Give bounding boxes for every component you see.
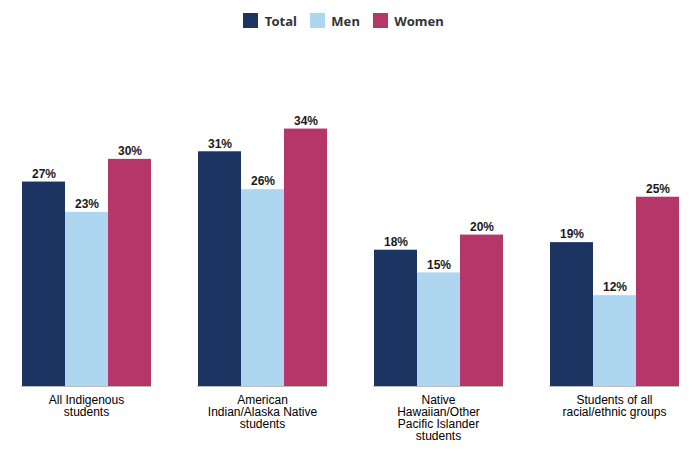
svg-text:25%: 25% xyxy=(646,182,670,196)
svg-text:15%: 15% xyxy=(427,257,451,271)
svg-text:18%: 18% xyxy=(384,235,408,249)
svg-text:31%: 31% xyxy=(208,136,232,150)
svg-text:NativeHawaiian/OtherPacific Is: NativeHawaiian/OtherPacific Islanderstud… xyxy=(397,393,480,443)
svg-text:19%: 19% xyxy=(560,227,584,241)
svg-text:Students of allracial/ethnic g: Students of allracial/ethnic groups xyxy=(562,393,666,419)
svg-text:12%: 12% xyxy=(603,280,627,294)
html-text:Men: Men xyxy=(331,11,360,30)
svg-text:20%: 20% xyxy=(470,219,494,233)
svg-text:34%: 34% xyxy=(294,113,318,127)
svg-text:AmericanIndian/Alaska Nativest: AmericanIndian/Alaska Nativestudents xyxy=(208,393,318,431)
svg-text:27%: 27% xyxy=(32,166,56,180)
svg-text:26%: 26% xyxy=(251,174,275,188)
svg-text:30%: 30% xyxy=(118,144,142,158)
svg-text:23%: 23% xyxy=(75,197,99,211)
html-text:Total: Total xyxy=(264,11,297,30)
html-text:Women: Women xyxy=(394,11,444,30)
svg-text:All Indigenousstudents: All Indigenousstudents xyxy=(49,393,124,419)
